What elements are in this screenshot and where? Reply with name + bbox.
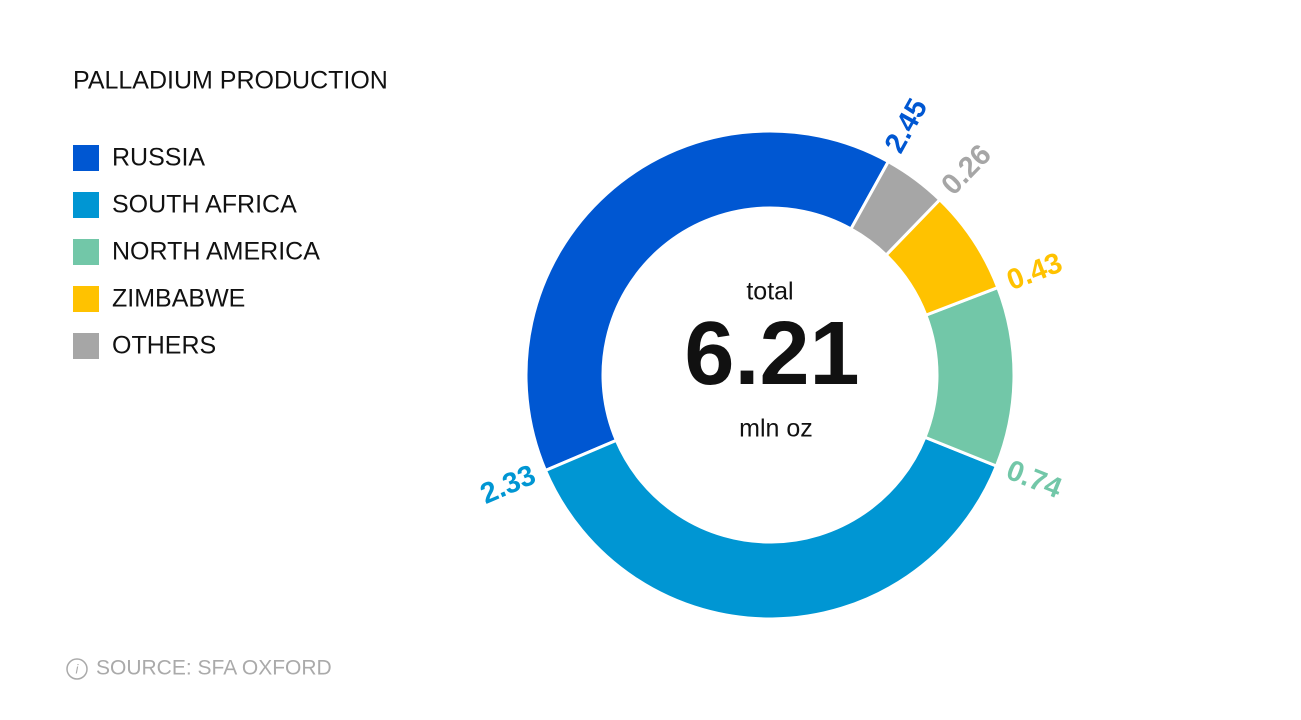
data-label: 0.74 (1002, 454, 1066, 505)
data-label: 0.43 (1003, 247, 1067, 297)
data-label: 0.26 (935, 139, 997, 202)
legend-swatch (73, 192, 99, 218)
center-top: total (746, 278, 793, 306)
legend-label: ZIMBABWE (112, 285, 245, 313)
legend-label: SOUTH AFRICA (112, 191, 297, 219)
donut-segment (524, 129, 891, 473)
center-unit: mln oz (739, 415, 813, 443)
donut-segment (848, 159, 942, 258)
chart-title: PALLADIUM PRODUCTION (73, 67, 388, 95)
center-value: 6.21 (684, 304, 859, 404)
legend-label: OTHERS (112, 332, 216, 360)
legend-swatch (73, 145, 99, 171)
info-icon (66, 658, 88, 680)
legend-swatch (73, 239, 99, 265)
legend-label: RUSSIA (112, 144, 205, 172)
source: SOURCE: SFA OXFORD (96, 657, 332, 680)
legend-swatch (73, 286, 99, 312)
data-label: 2.45 (879, 94, 934, 159)
donut-segment (922, 285, 1016, 468)
legend-label: NORTH AMERICA (112, 238, 320, 266)
legend-swatch (73, 333, 99, 359)
data-label: 2.33 (476, 459, 540, 511)
info-icon-glyph: i (76, 661, 80, 676)
donut-segment (543, 435, 999, 621)
